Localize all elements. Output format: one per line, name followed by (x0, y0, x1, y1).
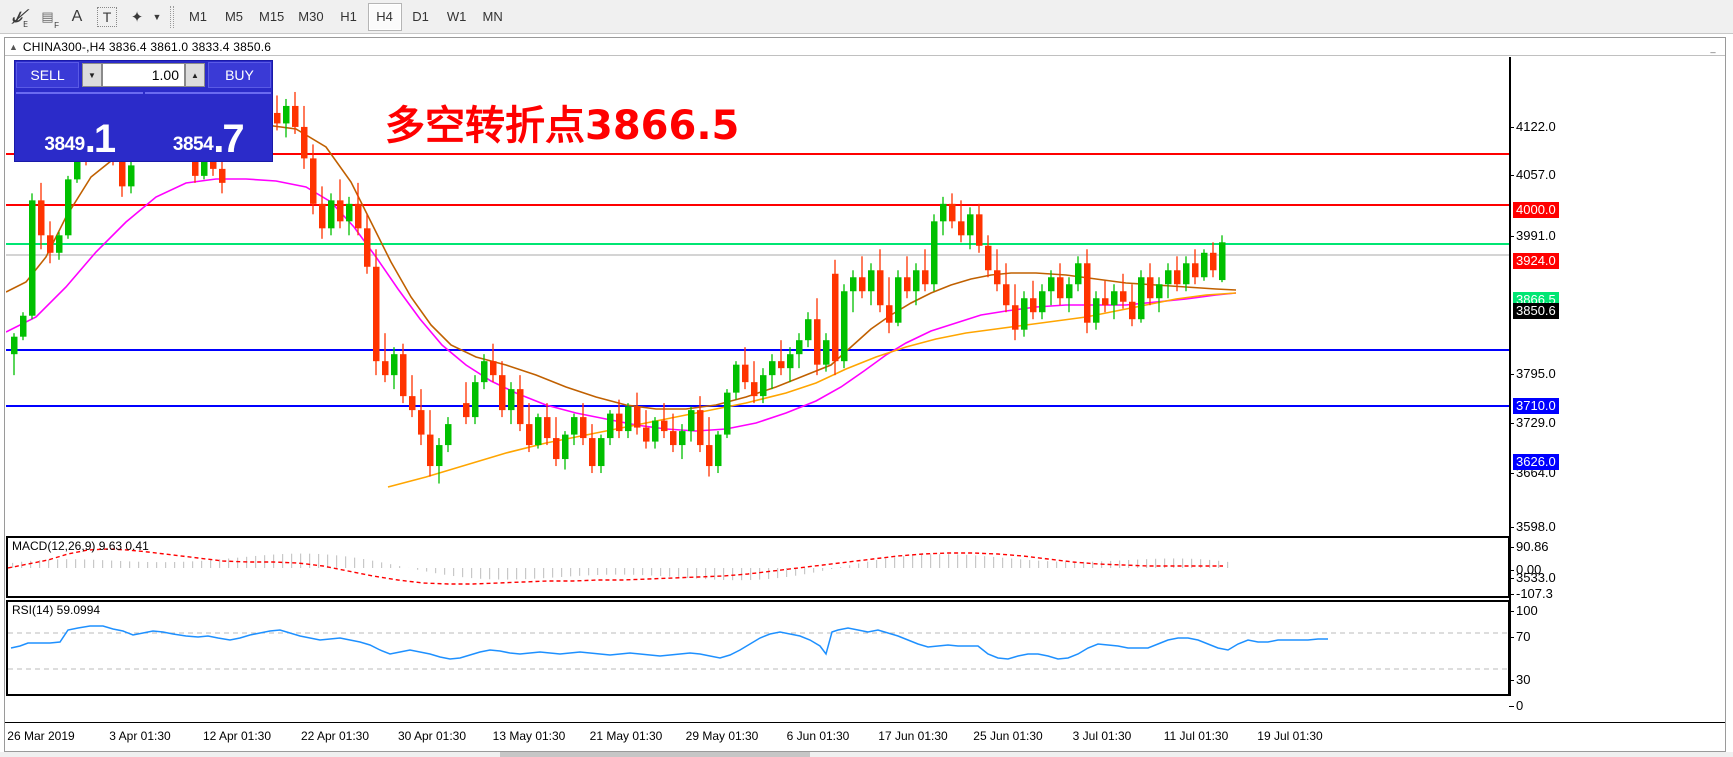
macd-svg (8, 538, 1508, 596)
tf-h4[interactable]: H4 (368, 3, 402, 31)
time-tick: 3 Jul 01:30 (1073, 729, 1132, 743)
rsi-indicator-panel[interactable]: RSI(14) 59.0994 (6, 600, 1510, 696)
time-tick: 21 May 01:30 (590, 729, 663, 743)
volume-input[interactable]: 1.00 (102, 63, 185, 87)
chevron-down-icon[interactable]: ▼ (150, 4, 164, 30)
price-tick-3991.0: 3991.0 (1516, 228, 1556, 243)
one-click-trading-panel[interactable]: SELL ▼ 1.00 ▲ BUY 3849 .1 3854 .7 (14, 60, 273, 162)
tf-m30[interactable]: M30 (292, 3, 329, 31)
rsi-svg (8, 602, 1508, 694)
templates-icon-sub: F (54, 21, 59, 30)
time-tick: 19 Jul 01:30 (1257, 729, 1322, 743)
buy-price-fraction: .7 (213, 123, 242, 156)
time-tick: 17 Jun 01:30 (878, 729, 947, 743)
rsi-line (11, 626, 1328, 659)
macd-indicator-panel[interactable]: MACD(12,26,9) 9.63 0.41 (6, 536, 1510, 598)
toolbar-grip[interactable] (170, 6, 174, 28)
indicators-icon[interactable]: ⫝̸ E (4, 4, 30, 30)
price-level-label-3850.6[interactable]: 3850.6 (1513, 303, 1559, 319)
sell-price-fraction: .1 (85, 123, 114, 156)
trade-panel-top-row: SELL ▼ 1.00 ▲ BUY (15, 61, 272, 89)
price-tick-4122.0: 4122.0 (1516, 119, 1556, 134)
time-tick: 22 Apr 01:30 (301, 729, 369, 743)
sell-price-box[interactable]: 3849 .1 (16, 92, 143, 160)
rsi-tick-100: 100 (1516, 603, 1538, 618)
crosshair-text-icon[interactable]: A (64, 4, 90, 30)
drawing-objects-icon[interactable]: ✦ (124, 4, 150, 30)
tf-w1[interactable]: W1 (440, 3, 474, 31)
tf-m1[interactable]: M1 (181, 3, 215, 31)
volume-increment-button[interactable]: ▲ (185, 63, 205, 87)
time-tick: 11 Jul 01:30 (1164, 729, 1229, 743)
time-tick: 29 May 01:30 (686, 729, 759, 743)
main-toolbar: ⫝̸ E ▤ F A T ✦ ▼ M1 M5 M15 M30 H1 H4 D1 … (0, 0, 1733, 34)
volume-stepper[interactable]: ▼ 1.00 ▲ (82, 63, 205, 87)
macd-tick--107.3: -107.3 (1516, 586, 1553, 601)
time-tick: 13 May 01:30 (493, 729, 566, 743)
chart-annotation-text: 多空转折点3866.5 (385, 93, 739, 151)
trade-panel-prices: 3849 .1 3854 .7 (15, 91, 272, 161)
rsi-tick-0: 0 (1516, 698, 1523, 713)
price-tick-4057.0: 4057.0 (1516, 167, 1556, 182)
price-level-label-3710.0[interactable]: 3710.0 (1513, 398, 1559, 414)
macd-histogram (12, 554, 1228, 581)
time-tick: 12 Apr 01:30 (203, 729, 271, 743)
time-tick: 25 Jun 01:30 (973, 729, 1042, 743)
rsi-tick-70: 70 (1516, 629, 1530, 644)
sell-button[interactable]: SELL (16, 62, 79, 88)
macd-tick-0.00: 0.00 (1516, 562, 1541, 577)
tf-h1[interactable]: H1 (332, 3, 366, 31)
buy-price-integer: 3854 (173, 134, 213, 156)
price-level-label-3924.0[interactable]: 3924.0 (1513, 253, 1559, 269)
time-tick: 3 Apr 01:30 (109, 729, 170, 743)
time-tick: 30 Apr 01:30 (398, 729, 466, 743)
horizontal-scrollbar[interactable] (0, 752, 1733, 757)
chart-titlebar: ▲ CHINA300-,H4 3836.4 3861.0 3833.4 3850… (5, 38, 1725, 56)
price-tick-3729.0: 3729.0 (1516, 415, 1556, 430)
macd-label: MACD(12,26,9) 9.63 0.41 (12, 539, 149, 553)
price-tick-3795.0: 3795.0 (1516, 366, 1556, 381)
rsi-tick-30: 30 (1516, 672, 1530, 687)
collapse-triangle-icon[interactable]: ▲ (9, 42, 18, 52)
time-tick: 6 Jun 01:30 (787, 729, 850, 743)
chart-window: ▲ CHINA300-,H4 3836.4 3861.0 3833.4 3850… (4, 37, 1726, 752)
macd-tick-90.86: 90.86 (1516, 539, 1549, 554)
buy-price-box[interactable]: 3854 .7 (145, 92, 272, 160)
templates-icon-glyph: ▤ (41, 9, 52, 25)
tf-d1[interactable]: D1 (404, 3, 438, 31)
tf-mn[interactable]: MN (476, 3, 510, 31)
price-level-label-3626.0[interactable]: 3626.0 (1513, 454, 1559, 470)
tf-m5[interactable]: M5 (217, 3, 251, 31)
rsi-label: RSI(14) 59.0994 (12, 603, 100, 617)
minimize-icon[interactable]: _ (1705, 41, 1721, 53)
text-label-icon[interactable]: T (97, 7, 117, 27)
macd-signal-line (8, 549, 1223, 584)
tf-m15[interactable]: M15 (253, 3, 290, 31)
indicators-icon-sub: E (23, 20, 28, 29)
sell-price-integer: 3849 (44, 134, 84, 156)
time-tick: 26 Mar 2019 (7, 729, 74, 743)
volume-decrement-button[interactable]: ▼ (82, 63, 102, 87)
templates-icon[interactable]: ▤ F (34, 4, 60, 30)
time-axis[interactable]: 26 Mar 2019 3 Apr 01:30 12 Apr 01:30 22 Apr… (5, 722, 1725, 751)
scrollbar-thumb[interactable] (500, 752, 810, 757)
price-tick-3598.0: 3598.0 (1516, 519, 1556, 534)
price-level-label-4000.0[interactable]: 4000.0 (1513, 202, 1559, 218)
symbol-ohlc-label: CHINA300-,H4 3836.4 3861.0 3833.4 3850.6 (23, 40, 271, 54)
buy-button[interactable]: BUY (208, 62, 271, 88)
